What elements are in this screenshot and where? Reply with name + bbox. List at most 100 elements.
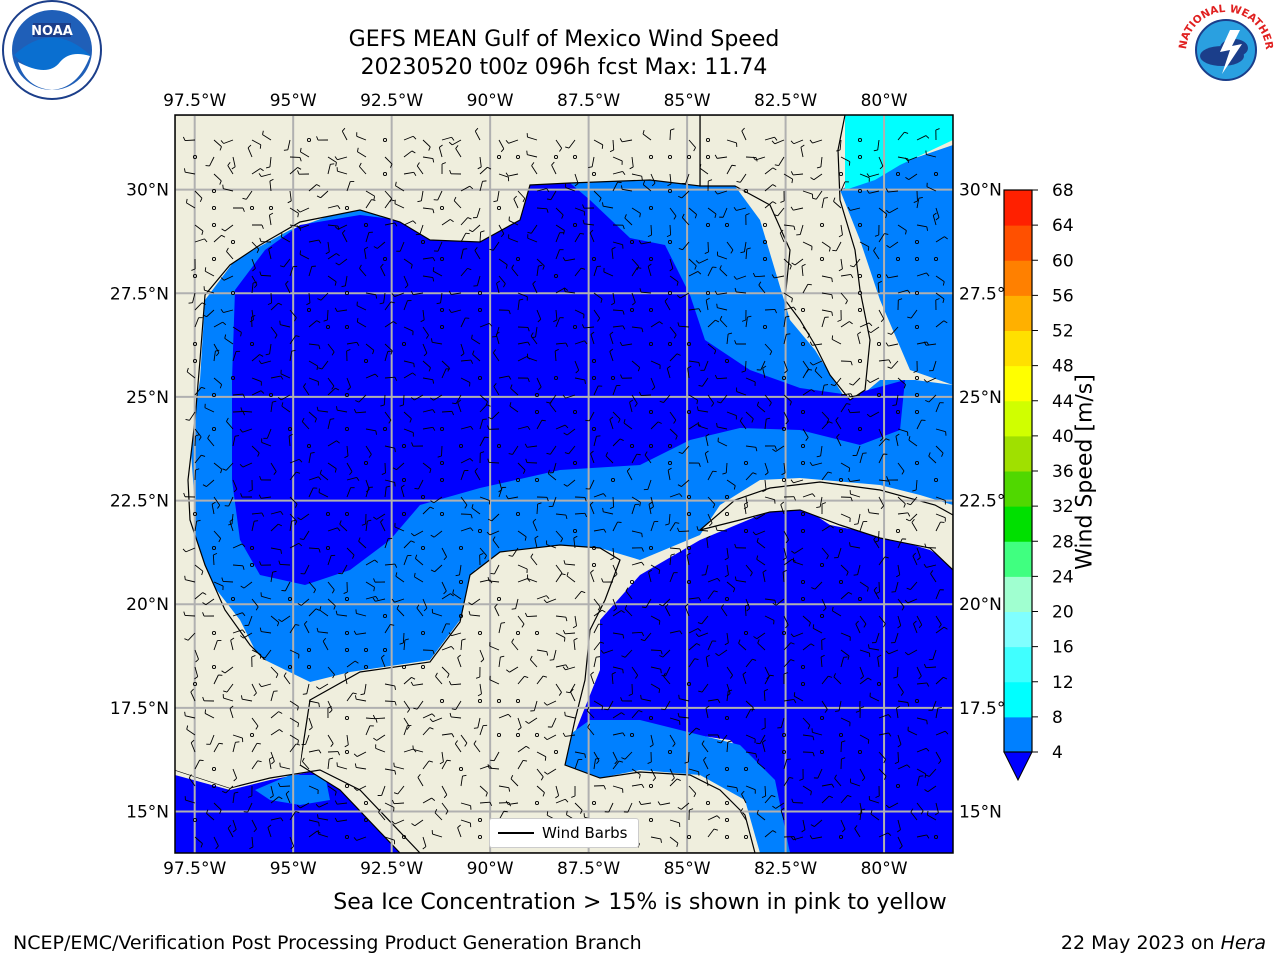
- wind-barb-flag: [789, 265, 792, 270]
- wind-barb: [707, 207, 717, 215]
- wind-barb: [631, 666, 639, 676]
- wind-barb: [682, 241, 690, 250]
- wind-barb: [432, 833, 443, 838]
- wind-barb: [593, 190, 602, 199]
- wind-barb: [441, 802, 449, 812]
- wind-barb-flag: [584, 753, 586, 758]
- wind-barb-flag: [242, 393, 246, 398]
- wind-barb: [555, 632, 566, 638]
- wind-barb: [745, 564, 753, 573]
- wind-barb-flag: [487, 458, 490, 463]
- wind-barb: [873, 590, 880, 600]
- wind-barb-flag: [375, 596, 379, 600]
- wind-barb-calm: [648, 205, 654, 211]
- wind-barb-flag: [714, 290, 718, 295]
- wind-barb-flag: [240, 332, 242, 337]
- wind-barb: [586, 710, 595, 719]
- wind-barb: [204, 713, 215, 719]
- wind-barb-flag: [233, 488, 238, 493]
- wind-barb: [755, 156, 766, 161]
- wind-barb-flag: [463, 248, 468, 250]
- wind-barb: [669, 326, 677, 336]
- wind-barb-flag: [199, 197, 203, 202]
- wind-barb-flag: [261, 224, 264, 229]
- longitude-label: 82.5°W: [754, 859, 817, 879]
- wind-barb: [722, 207, 728, 218]
- wind-barb-calm: [800, 443, 806, 449]
- wind-barb-flag: [258, 360, 262, 364]
- wind-barb: [365, 373, 376, 379]
- wind-barb: [878, 359, 889, 362]
- wind-barb: [706, 538, 709, 549]
- wind-barb-flag: [854, 825, 858, 829]
- wind-barb-flag: [299, 538, 304, 540]
- wind-barb-flag: [226, 247, 229, 252]
- wind-barb-calm: [838, 579, 844, 585]
- wind-barb-flag: [299, 147, 302, 152]
- wind-barb-flag: [698, 690, 703, 693]
- wind-barb-flag: [733, 485, 736, 490]
- wind-barb: [213, 343, 220, 353]
- wind-barb-calm: [933, 171, 939, 177]
- wind-barb-flag: [774, 445, 777, 450]
- wind-barb: [840, 156, 851, 163]
- wind-barb-flag: [505, 140, 509, 144]
- wind-barb-flag: [837, 319, 842, 322]
- wind-barb-flag: [562, 666, 566, 671]
- wind-barb: [717, 426, 728, 430]
- wind-barb-flag: [565, 664, 569, 669]
- wind-barb: [230, 640, 234, 651]
- wind-barb-flag: [943, 676, 948, 680]
- wind-barb-flag: [349, 471, 353, 476]
- wind-barb: [267, 827, 272, 838]
- wind-barb: [270, 375, 281, 379]
- wind-barb: [840, 717, 851, 723]
- wind-barb-flag: [460, 353, 465, 357]
- wind-barb: [925, 547, 937, 549]
- wind-barb: [916, 776, 920, 787]
- wind-barb-flag: [222, 321, 227, 326]
- wind-barb-flag: [897, 744, 902, 748]
- wind-barb: [308, 830, 318, 838]
- wind-barb-flag: [715, 319, 720, 323]
- wind-barb-flag: [527, 377, 530, 383]
- wind-barb-flag: [457, 654, 461, 658]
- wind-barb: [631, 156, 634, 167]
- wind-barb-flag: [316, 320, 321, 323]
- wind-barb: [688, 643, 697, 651]
- wind-barb: [650, 768, 657, 779]
- wind-barb: [308, 547, 320, 550]
- wind-barb-flag: [800, 144, 805, 148]
- wind-barb-flag: [836, 149, 841, 152]
- wind-barb: [338, 258, 348, 266]
- wind-barb: [536, 785, 545, 793]
- wind-barb-flag: [417, 200, 422, 203]
- wind-barb-flag: [391, 293, 395, 297]
- wind-barb-flag: [278, 618, 282, 622]
- wind-barb-calm: [363, 664, 369, 670]
- wind-barb: [455, 148, 462, 158]
- wind-barb-calm: [838, 477, 844, 483]
- wind-barb-flag: [240, 585, 245, 589]
- wind-barb-flag: [717, 699, 721, 704]
- wind-barb-flag: [642, 130, 645, 135]
- wind-barb-calm: [211, 256, 217, 262]
- wind-barb: [308, 266, 313, 277]
- wind-barb: [870, 411, 880, 418]
- wind-barb-flag: [316, 814, 319, 819]
- wind-barb-flag: [251, 315, 256, 318]
- wind-barb-flag: [790, 206, 794, 211]
- wind-barb: [570, 691, 576, 702]
- wind-barb-flag: [314, 418, 317, 423]
- wind-barb: [213, 351, 216, 362]
- wind-barb: [631, 453, 638, 464]
- wind-barb-flag: [260, 168, 264, 172]
- wind-barb: [460, 377, 471, 383]
- wind-barb: [821, 700, 828, 710]
- wind-barb: [247, 147, 253, 158]
- wind-barb-flag: [752, 658, 757, 661]
- wind-barb: [451, 309, 462, 313]
- wind-barb-flag: [451, 733, 455, 738]
- wind-barb-calm: [363, 358, 369, 364]
- wind-barb-flag: [330, 743, 334, 747]
